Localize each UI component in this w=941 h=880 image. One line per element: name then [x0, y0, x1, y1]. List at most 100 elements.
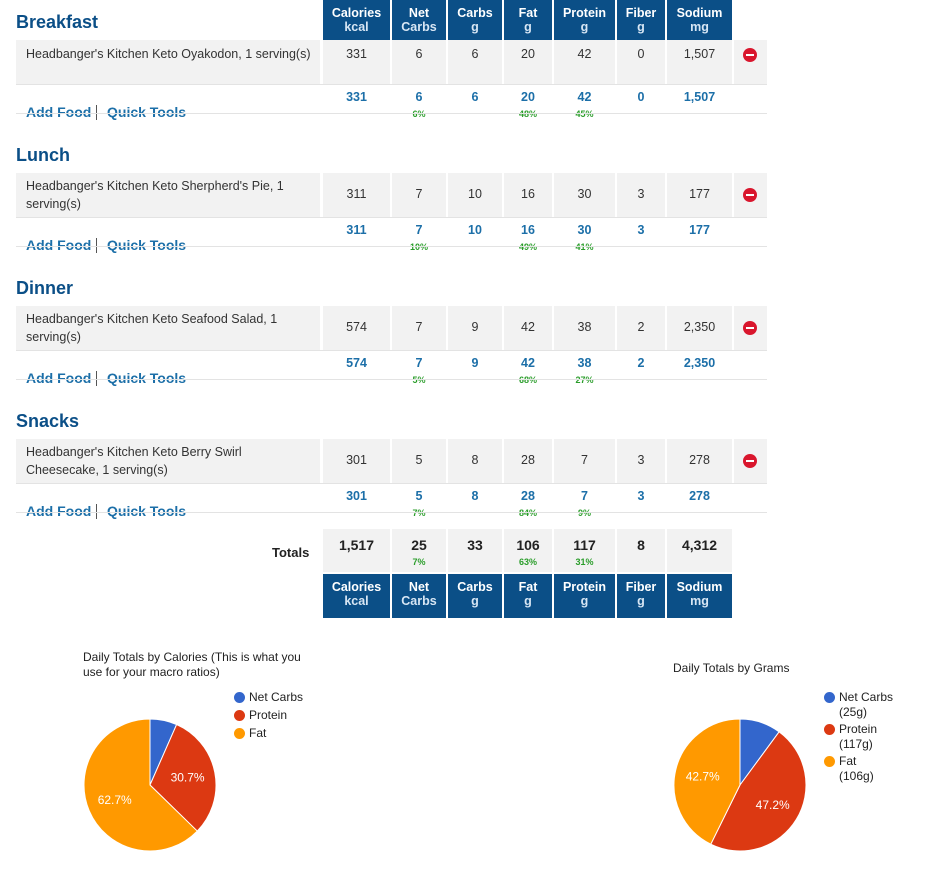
meal-total-net-carbs: 6 [415, 90, 423, 104]
food-value-calories: 574 [346, 320, 367, 334]
grand-total-cell [554, 529, 615, 572]
calories-pie-slice-label: 62.7% [98, 793, 132, 807]
food-value-protein: 38 [577, 320, 592, 334]
top-header-sodium-unit: mg [690, 20, 709, 34]
calories-pie-legend-net-carbs: Net Carbs [249, 690, 304, 704]
meal-divider [16, 379, 767, 380]
meal-percent-fat: 84% [518, 508, 537, 518]
top-header-net-carbs: Net Carbs [392, 0, 446, 44]
bottom-header-calories-label: Calories [331, 580, 382, 594]
food-cell-bg [448, 40, 502, 84]
food-row-breakfast[interactable] [16, 40, 320, 84]
meal-percent-net-carbs: 5% [412, 375, 426, 385]
calories-pie-legend-dot [234, 692, 245, 703]
bottom-header-fiber: Fiber g [617, 574, 665, 618]
meal-total-carbs: 6 [471, 90, 479, 104]
calories-pie-slice-protein[interactable] [149, 723, 217, 832]
meal-divider [16, 512, 767, 513]
food-value-carbs: 6 [471, 47, 479, 61]
quick-tools-link[interactable]: Quick Tools [107, 237, 187, 253]
meal-total-fat: 42 [521, 356, 535, 370]
top-header-protein-label: Protein [562, 6, 607, 20]
remove-food-icon[interactable] [743, 188, 757, 202]
meal-percent-net-carbs: 7% [412, 508, 426, 518]
meal-total-calories: 574 [346, 356, 367, 370]
grams-pie-legend-dot [824, 756, 835, 767]
food-value-protein: 30 [577, 187, 592, 201]
food-cell-bg [448, 439, 502, 483]
top-header-calories-label: Calories [331, 6, 382, 20]
add-food-link[interactable]: Add Food [26, 237, 92, 253]
bottom-header-net-carbs: Net Carbs [392, 574, 446, 618]
grand-total-protein: 117 [573, 537, 596, 553]
grand-total-cell [448, 529, 502, 572]
calories-pie-legend-protein: Protein [249, 708, 288, 722]
food-value-fat: 42 [521, 320, 535, 334]
bottom-header-calories-unit: kcal [344, 594, 369, 608]
bottom-header-fat: Fat g [504, 574, 552, 618]
bottom-header-calories: Calories kcal [323, 574, 390, 618]
quick-tools-link[interactable]: Quick Tools [107, 104, 187, 120]
food-cell-bg [448, 306, 502, 350]
grams-pie-chart: 47.2% 42.7% [673, 718, 807, 852]
meal-total-fat: 16 [521, 223, 535, 237]
food-value-sodium: 177 [689, 187, 710, 201]
food-row-lunch[interactable] [16, 173, 320, 217]
meal-total-fiber: 3 [637, 489, 645, 503]
food-cell-bg [667, 173, 732, 217]
bottom-header-fiber-unit: g [637, 594, 645, 608]
food-name[interactable]: Headbanger's Kitchen Keto Seafood Salad,… [26, 312, 278, 344]
food-cell-bg [667, 439, 732, 483]
food-row-snacks[interactable] [16, 439, 320, 483]
meal-total-fat: 20 [521, 90, 535, 104]
food-value-sodium: 278 [689, 453, 710, 467]
grams-pie-slice-label: 42.7% [686, 769, 720, 783]
quick-tools-link[interactable]: Quick Tools [107, 503, 187, 519]
food-name[interactable]: Headbanger's Kitchen Keto Oyakodon, 1 se… [26, 47, 311, 61]
grams-pie-slice-protein[interactable] [710, 731, 807, 852]
row-divider [16, 483, 767, 484]
grams-pie-legend-dot [824, 724, 835, 735]
link-separator [96, 371, 97, 386]
top-header-net-carbs-unit: Carbs [401, 20, 437, 34]
remove-food-icon[interactable] [743, 454, 757, 468]
food-value-net-carbs: 7 [415, 320, 423, 334]
quick-tools-link[interactable]: Quick Tools [107, 370, 187, 386]
remove-food-icon[interactable] [743, 48, 757, 62]
top-header-fat-label: Fat [518, 6, 538, 20]
food-cell-bg [323, 173, 390, 217]
add-food-link[interactable]: Add Food [26, 370, 92, 386]
food-name[interactable]: Headbanger's Kitchen Keto Berry Swirl Ch… [26, 445, 242, 477]
grand-total-percent-protein: 31% [575, 557, 594, 567]
calories-pie-slice-fat[interactable] [83, 718, 198, 852]
grand-total-cell [504, 529, 552, 572]
top-header-carbs-label: Carbs [457, 6, 493, 20]
food-cell-bg [448, 173, 502, 217]
food-value-fiber: 0 [637, 47, 645, 61]
meal-percent-protein: 9% [577, 508, 591, 518]
grams-pie-slice-fat[interactable] [673, 718, 741, 845]
meal-title-dinner: Dinner [16, 278, 74, 298]
meal-total-fat: 28 [521, 489, 535, 503]
food-value-calories: 301 [346, 453, 367, 467]
top-header-sodium: Sodium mg [667, 0, 732, 44]
meal-total-fiber: 0 [637, 90, 645, 104]
meal-percent-fat: 48% [518, 109, 537, 119]
food-value-carbs: 8 [471, 453, 479, 467]
calories-pie-slice-label: 30.7% [171, 771, 205, 785]
top-header-carbs: Carbs g [448, 0, 502, 44]
bottom-header-protein-unit: g [580, 594, 589, 608]
top-header-net-carbs-label: Net [408, 6, 430, 20]
remove-food-icon[interactable] [743, 321, 757, 335]
food-row-dinner[interactable] [16, 306, 320, 350]
add-food-link[interactable]: Add Food [26, 104, 92, 120]
grams-pie-title: Daily Totals by Grams [673, 661, 790, 675]
food-value-fiber: 2 [637, 320, 645, 334]
grand-total-fiber: 8 [637, 537, 645, 553]
food-value-fat: 16 [521, 187, 535, 201]
link-separator [96, 504, 97, 519]
add-food-link[interactable]: Add Food [26, 503, 92, 519]
food-name[interactable]: Headbanger's Kitchen Keto Sherpherd's Pi… [26, 179, 284, 211]
grams-pie-legend-protein: Protein [839, 722, 878, 736]
bottom-header-fat-unit: g [524, 594, 532, 608]
